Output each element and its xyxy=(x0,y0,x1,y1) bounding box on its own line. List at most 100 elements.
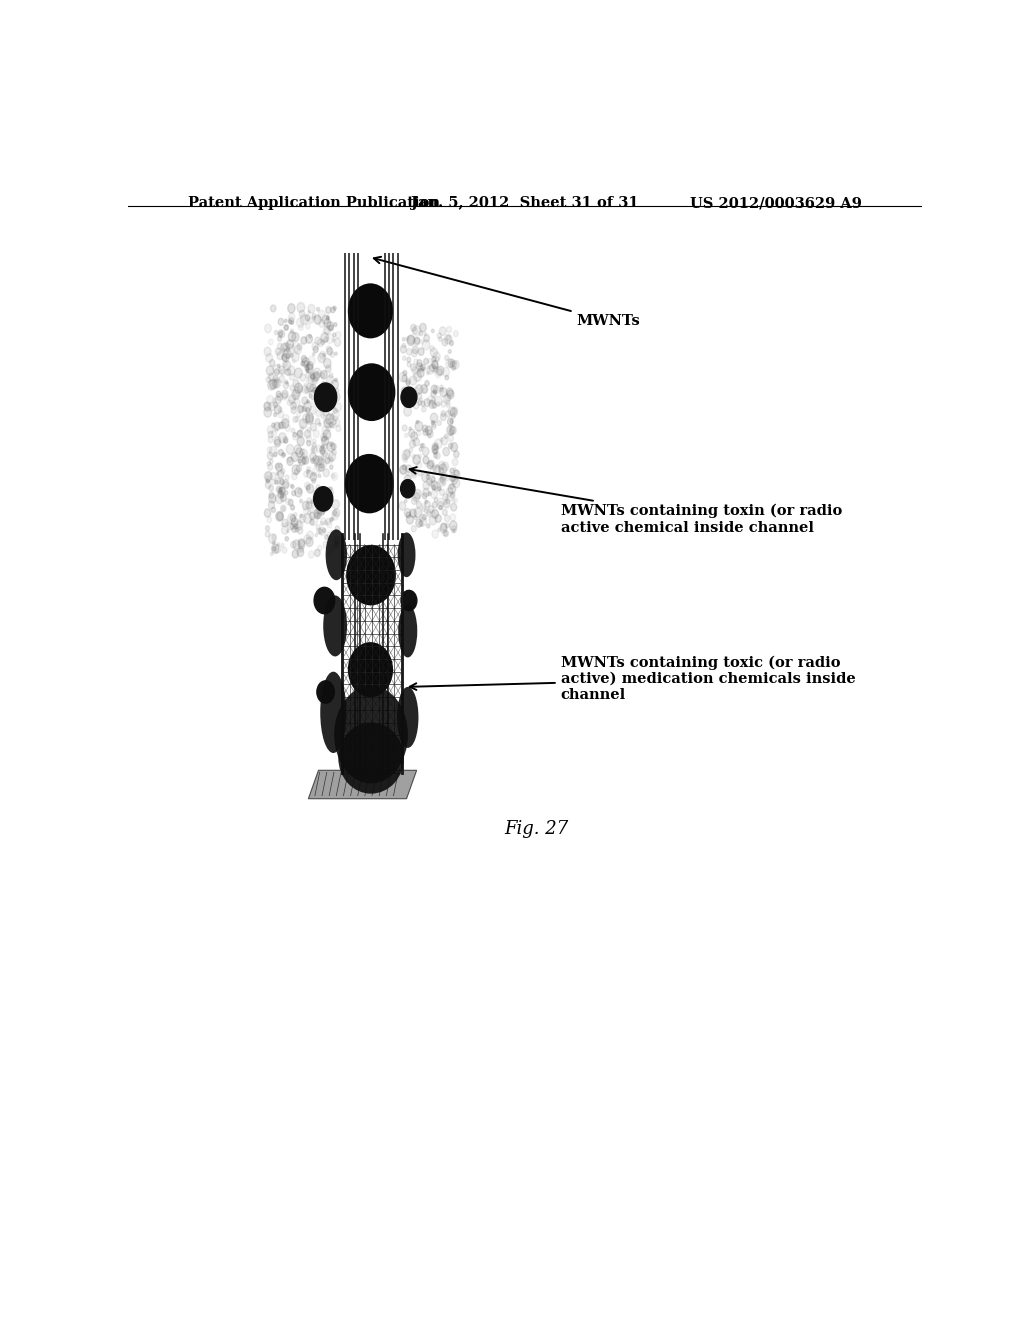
Circle shape xyxy=(272,546,276,550)
Circle shape xyxy=(302,385,308,393)
Circle shape xyxy=(318,529,323,535)
Circle shape xyxy=(430,466,436,474)
Circle shape xyxy=(325,458,330,463)
Circle shape xyxy=(302,453,304,455)
Circle shape xyxy=(427,371,429,375)
Circle shape xyxy=(265,525,269,531)
Circle shape xyxy=(313,510,322,519)
Circle shape xyxy=(315,487,323,498)
Circle shape xyxy=(434,498,437,502)
Circle shape xyxy=(274,480,278,484)
Circle shape xyxy=(445,411,451,417)
Circle shape xyxy=(406,399,412,407)
Circle shape xyxy=(406,337,409,341)
Circle shape xyxy=(322,414,325,418)
Circle shape xyxy=(274,379,281,388)
Circle shape xyxy=(296,465,302,471)
Circle shape xyxy=(289,331,296,342)
Circle shape xyxy=(449,407,456,416)
Circle shape xyxy=(306,367,309,371)
Circle shape xyxy=(308,334,311,338)
Circle shape xyxy=(451,513,456,521)
Circle shape xyxy=(331,531,334,533)
Circle shape xyxy=(335,379,337,381)
Circle shape xyxy=(449,473,457,482)
Circle shape xyxy=(432,486,435,490)
Circle shape xyxy=(413,455,421,465)
Circle shape xyxy=(292,352,299,362)
Circle shape xyxy=(278,478,284,486)
Circle shape xyxy=(453,407,458,413)
Ellipse shape xyxy=(398,605,417,657)
Circle shape xyxy=(449,429,454,436)
Circle shape xyxy=(329,372,333,378)
Circle shape xyxy=(327,375,334,385)
Circle shape xyxy=(442,367,450,376)
Text: Jan. 5, 2012  Sheet 31 of 31: Jan. 5, 2012 Sheet 31 of 31 xyxy=(411,195,639,210)
Circle shape xyxy=(273,397,276,403)
Circle shape xyxy=(431,360,438,368)
Circle shape xyxy=(273,453,278,457)
Circle shape xyxy=(408,399,411,403)
Circle shape xyxy=(424,358,428,364)
Circle shape xyxy=(273,364,281,374)
Circle shape xyxy=(315,507,321,513)
Circle shape xyxy=(327,346,332,352)
Circle shape xyxy=(440,413,446,421)
Circle shape xyxy=(334,508,340,516)
Circle shape xyxy=(316,515,319,519)
Circle shape xyxy=(316,508,322,515)
Circle shape xyxy=(420,517,427,527)
Circle shape xyxy=(326,306,331,313)
Circle shape xyxy=(327,442,335,451)
Ellipse shape xyxy=(359,372,391,412)
Circle shape xyxy=(445,496,447,500)
Circle shape xyxy=(433,389,436,395)
Circle shape xyxy=(280,487,285,494)
Circle shape xyxy=(281,370,285,375)
Circle shape xyxy=(332,450,336,455)
Circle shape xyxy=(324,400,330,408)
Circle shape xyxy=(273,403,278,408)
Circle shape xyxy=(284,437,288,442)
Circle shape xyxy=(312,455,319,463)
Circle shape xyxy=(318,319,325,327)
Circle shape xyxy=(409,426,412,430)
Circle shape xyxy=(402,343,406,348)
Circle shape xyxy=(429,400,435,408)
Circle shape xyxy=(291,541,296,548)
Circle shape xyxy=(450,341,454,346)
Ellipse shape xyxy=(397,686,419,748)
Circle shape xyxy=(434,453,437,458)
Circle shape xyxy=(306,486,310,491)
Circle shape xyxy=(291,407,296,413)
Circle shape xyxy=(444,355,449,360)
Circle shape xyxy=(447,492,454,500)
Circle shape xyxy=(404,403,408,407)
Circle shape xyxy=(300,449,304,455)
Circle shape xyxy=(284,482,289,488)
Circle shape xyxy=(432,362,438,368)
Circle shape xyxy=(308,374,315,381)
Circle shape xyxy=(437,366,444,375)
Circle shape xyxy=(441,437,447,445)
Circle shape xyxy=(314,491,322,500)
Circle shape xyxy=(429,459,434,467)
Circle shape xyxy=(443,395,451,403)
Circle shape xyxy=(284,360,291,370)
Circle shape xyxy=(291,484,293,487)
Circle shape xyxy=(327,552,331,557)
Circle shape xyxy=(419,366,424,372)
Circle shape xyxy=(321,517,326,525)
Circle shape xyxy=(291,506,295,510)
Circle shape xyxy=(285,325,289,330)
Circle shape xyxy=(267,446,271,453)
Circle shape xyxy=(428,359,431,363)
Circle shape xyxy=(419,454,422,458)
Circle shape xyxy=(425,500,430,508)
Circle shape xyxy=(402,425,408,432)
Circle shape xyxy=(441,523,446,531)
Circle shape xyxy=(431,421,436,428)
Circle shape xyxy=(421,401,425,407)
Circle shape xyxy=(446,403,450,408)
